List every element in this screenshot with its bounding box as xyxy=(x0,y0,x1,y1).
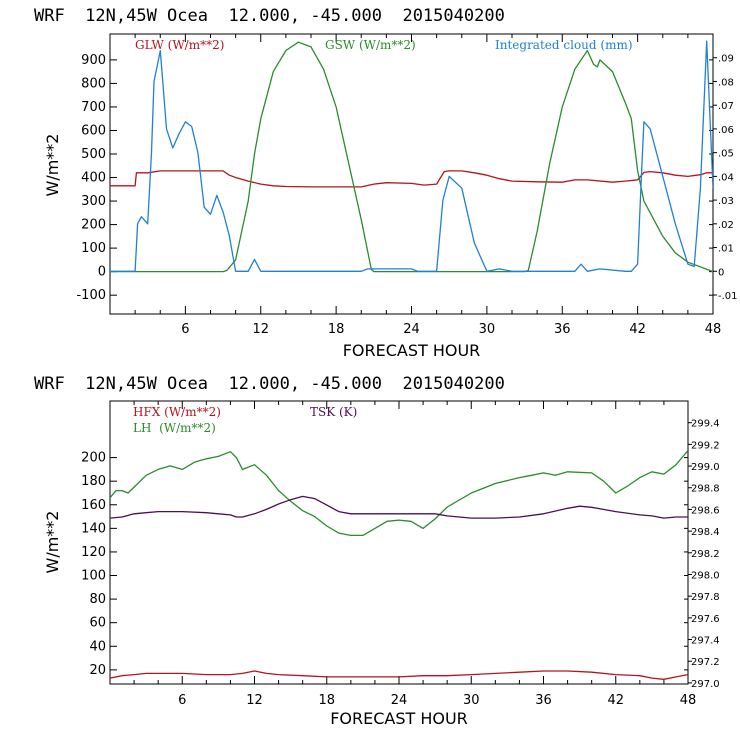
chart-1: WRF 12N,45W Ocea 12.000, -45.000 2015040… xyxy=(34,6,738,360)
y-tick-label: 200 xyxy=(81,218,106,233)
x-tick-label: 12 xyxy=(252,322,269,337)
y2-tick-label: .03 xyxy=(718,196,734,207)
legend-entry-2: LH (W/m**2) xyxy=(133,421,216,435)
y2-tick-label: 0 xyxy=(718,267,724,278)
x-tick-label: 24 xyxy=(403,322,420,337)
y-tick-label: 160 xyxy=(81,498,106,513)
y2-tick-label: 298.8 xyxy=(691,484,720,495)
x-tick-label: 42 xyxy=(629,322,646,337)
y2-tick-label: .09 xyxy=(718,54,734,65)
x-tick-label: 30 xyxy=(479,322,496,337)
series-line-2 xyxy=(110,450,688,537)
plot-frame xyxy=(109,400,689,685)
y-tick-label: 900 xyxy=(81,53,106,68)
chart-2: WRF 12N,45W Ocea 12.000, -45.000 2015040… xyxy=(34,374,720,728)
series-line-3 xyxy=(110,495,688,519)
x-tick-label: 48 xyxy=(705,322,722,337)
x-tick-label: 24 xyxy=(391,693,408,708)
x-tick-label: 30 xyxy=(463,693,480,708)
y-tick-label: 180 xyxy=(81,474,106,489)
y-tick-label: -100 xyxy=(76,288,106,303)
y2-tick-label: 297.8 xyxy=(691,592,720,603)
y-tick-label: 100 xyxy=(81,241,106,256)
x-axis-label: FORECAST HOUR xyxy=(343,341,481,360)
y2-tick-label: 297.2 xyxy=(691,657,720,668)
y-axis-label: W/m**2 xyxy=(43,134,62,197)
y-tick-label: 700 xyxy=(81,100,106,115)
y2-tick-label: 299.2 xyxy=(691,440,720,451)
y-tick-label: 100 xyxy=(81,569,106,584)
y2-tick-label: -.01 xyxy=(718,291,738,302)
y2-tick-label: .06 xyxy=(718,125,734,136)
y-tick-label: 60 xyxy=(89,616,106,631)
x-tick-label: 18 xyxy=(328,322,345,337)
y-tick-label: 140 xyxy=(81,521,106,536)
series-line-3 xyxy=(110,40,713,272)
y-tick-label: 400 xyxy=(81,171,106,186)
y2-tick-label: .04 xyxy=(718,172,734,183)
y-tick-label: 40 xyxy=(89,639,106,654)
y2-tick-label: .07 xyxy=(718,101,734,112)
y2-tick-label: 299.0 xyxy=(691,462,720,473)
chart-header: WRF 12N,45W Ocea 12.000, -45.000 2015040… xyxy=(34,6,505,26)
y2-tick-label: 297.0 xyxy=(691,679,720,690)
chart-header: WRF 12N,45W Ocea 12.000, -45.000 2015040… xyxy=(34,374,505,394)
y-tick-label: 800 xyxy=(81,76,106,91)
y-tick-label: 600 xyxy=(81,123,106,138)
legend-entry-1: GLW (W/m**2) xyxy=(135,38,224,52)
y2-tick-label: 297.6 xyxy=(691,614,720,625)
x-tick-label: 6 xyxy=(178,693,186,708)
y2-tick-label: 298.6 xyxy=(691,505,720,516)
y2-tick-label: 298.2 xyxy=(691,549,720,560)
y2-tick-label: .01 xyxy=(718,244,734,255)
y-tick-label: 200 xyxy=(81,451,106,466)
y2-tick-label: 299.4 xyxy=(691,419,720,430)
y-tick-label: 80 xyxy=(89,592,106,607)
x-tick-label: 6 xyxy=(181,322,189,337)
series-line-1 xyxy=(110,670,688,680)
y-axis-label: W/m**2 xyxy=(43,511,62,574)
legend-entry-2: GSW (W/m**2) xyxy=(325,38,416,52)
x-tick-label: 18 xyxy=(318,693,335,708)
y2-tick-label: .08 xyxy=(718,77,734,88)
y2-tick-label: .05 xyxy=(718,149,734,160)
y2-tick-label: 298.0 xyxy=(691,570,720,581)
y2-tick-label: 298.4 xyxy=(691,527,720,538)
y-tick-label: 120 xyxy=(81,545,106,560)
x-tick-label: 36 xyxy=(535,693,552,708)
y-tick-label: 500 xyxy=(81,147,106,162)
y-tick-label: 300 xyxy=(81,194,106,209)
series-line-1 xyxy=(110,170,713,188)
legend-entry-1: HFX (W/m**2) xyxy=(133,405,221,419)
x-tick-label: 36 xyxy=(554,322,571,337)
legend-entry-3: TSK (K) xyxy=(310,405,357,419)
x-tick-label: 42 xyxy=(607,693,624,708)
x-axis-label: FORECAST HOUR xyxy=(330,709,468,728)
x-tick-label: 48 xyxy=(680,693,697,708)
y-tick-label: 0 xyxy=(98,265,106,280)
series-line-2 xyxy=(110,41,713,273)
x-tick-label: 12 xyxy=(246,693,263,708)
y2-tick-label: 297.4 xyxy=(691,636,720,647)
y2-tick-label: .02 xyxy=(718,220,734,231)
y-tick-label: 20 xyxy=(89,663,106,678)
legend-entry-3: Integrated cloud (mm) xyxy=(495,38,633,52)
